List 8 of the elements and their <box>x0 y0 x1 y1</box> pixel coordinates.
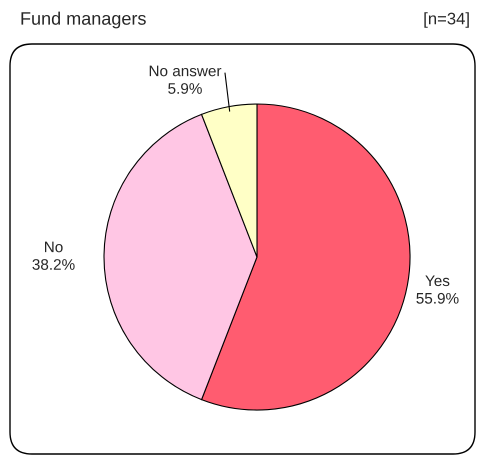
data-label: 5.9% <box>168 83 202 94</box>
slice-label: No <box>45 242 63 252</box>
chart-title: Fund managers <box>21 12 146 28</box>
slice-label: No answer <box>150 66 222 76</box>
text: [n=34] <box>424 12 469 28</box>
data-label: 55.9% <box>416 292 459 304</box>
slice-label: Yes <box>425 275 450 286</box>
data-label: 38.2% <box>32 259 75 270</box>
